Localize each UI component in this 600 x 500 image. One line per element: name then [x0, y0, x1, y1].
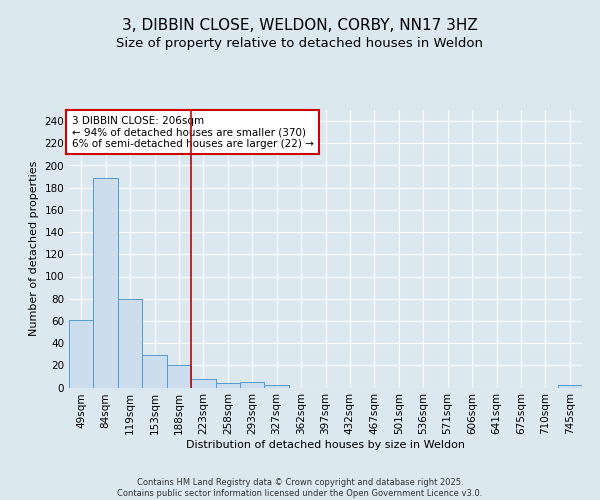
Bar	[240, 382, 265, 388]
Text: 3 DIBBIN CLOSE: 206sqm
← 94% of detached houses are smaller (370)
6% of semi-det: 3 DIBBIN CLOSE: 206sqm ← 94% of detached…	[71, 116, 313, 149]
Bar	[265, 386, 289, 388]
Bar	[557, 386, 582, 388]
Text: 3, DIBBIN CLOSE, WELDON, CORBY, NN17 3HZ: 3, DIBBIN CLOSE, WELDON, CORBY, NN17 3HZ	[122, 18, 478, 32]
Bar	[142, 356, 167, 388]
X-axis label: Distribution of detached houses by size in Weldon: Distribution of detached houses by size …	[186, 440, 465, 450]
Text: Contains HM Land Registry data © Crown copyright and database right 2025.
Contai: Contains HM Land Registry data © Crown c…	[118, 478, 482, 498]
Bar	[118, 298, 142, 388]
Bar	[167, 366, 191, 388]
Y-axis label: Number of detached properties: Number of detached properties	[29, 161, 39, 336]
Bar	[94, 178, 118, 388]
Text: Size of property relative to detached houses in Weldon: Size of property relative to detached ho…	[116, 38, 484, 51]
Bar	[191, 378, 215, 388]
Bar	[69, 320, 94, 388]
Bar	[215, 383, 240, 388]
